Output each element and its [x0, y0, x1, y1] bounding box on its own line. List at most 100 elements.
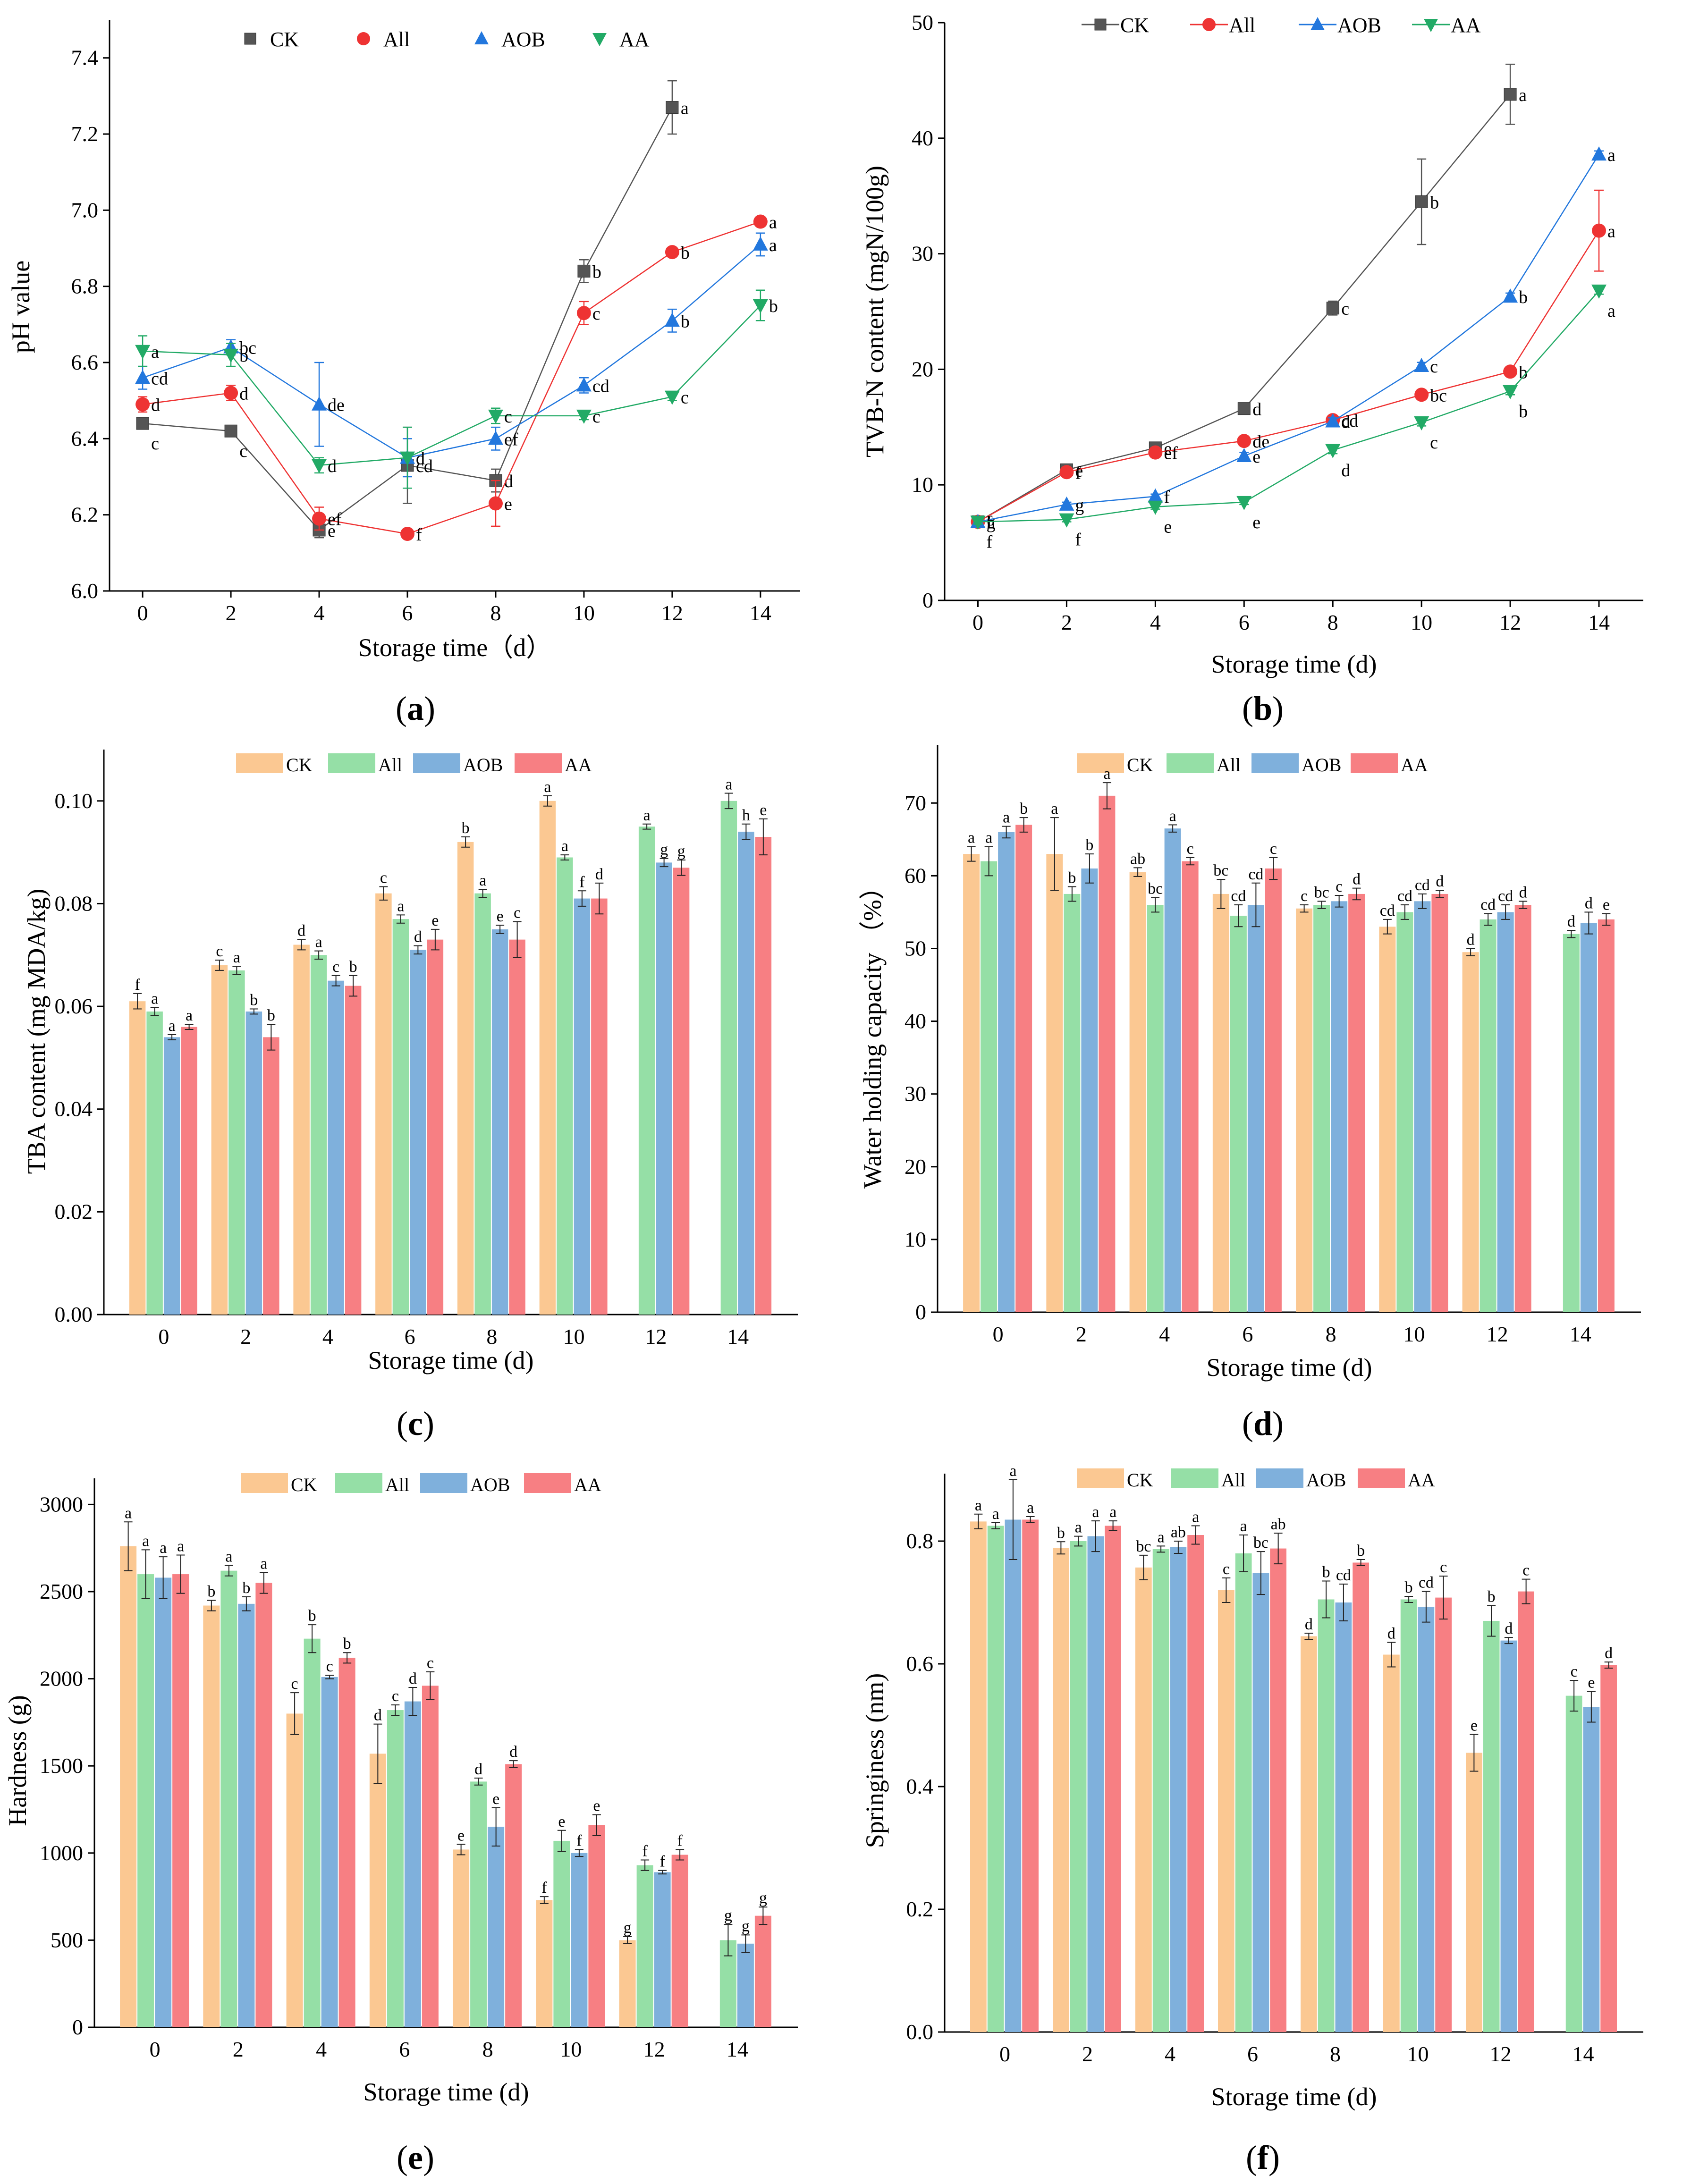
significance-letter: a: [1003, 809, 1010, 826]
significance-letter: cd: [592, 376, 609, 396]
significance-letter: a: [975, 1497, 982, 1514]
bar: [1296, 908, 1313, 1312]
y-tick-label: 0.10: [55, 789, 93, 813]
significance-letter: d: [297, 922, 305, 940]
significance-letter: f: [1075, 463, 1081, 483]
significance-letter: c: [514, 904, 521, 922]
panel-label-a: (a): [396, 690, 435, 727]
significance-letter: b: [349, 958, 357, 976]
series-line: [142, 244, 761, 458]
legend-swatch: [420, 1473, 467, 1493]
data-point: [576, 377, 592, 392]
x-tick-label: 8: [486, 1324, 497, 1349]
significance-letter: f: [579, 873, 585, 891]
x-tick-label: 12: [661, 601, 683, 625]
significance-letter: d: [595, 866, 603, 883]
significance-letter: b: [343, 1635, 351, 1653]
bar: [571, 1853, 588, 2027]
data-point: [576, 306, 591, 320]
data-point: [1503, 288, 1518, 303]
x-axis-title: Storage time (d): [364, 2078, 529, 2106]
legend-marker: [1202, 18, 1216, 31]
significance-letter: h: [742, 807, 750, 824]
bar: [720, 801, 737, 1315]
data-point: [1504, 88, 1517, 101]
significance-letter: a: [233, 949, 240, 966]
significance-letter: e: [457, 1827, 465, 1844]
y-tick-label: 0.0: [906, 2020, 934, 2044]
bar: [238, 1603, 255, 2027]
bar: [671, 1855, 688, 2027]
x-tick-label: 10: [560, 2037, 582, 2061]
bar: [457, 842, 474, 1315]
legend-label: CK: [1120, 14, 1149, 37]
x-tick-label: 12: [645, 1324, 667, 1349]
legend-swatch: [241, 1473, 288, 1493]
legend-marker: [244, 33, 256, 45]
significance-letter: g: [677, 843, 685, 860]
series-line: [143, 305, 761, 466]
data-point: [1237, 434, 1251, 448]
bar: [211, 965, 228, 1315]
bar: [505, 1764, 522, 2027]
significance-letter: e: [1471, 1717, 1478, 1735]
bar: [1431, 894, 1448, 1312]
bar: [488, 1827, 505, 2027]
legend-swatch: [1171, 1468, 1218, 1488]
significance-letter: a: [992, 1505, 999, 1523]
significance-letter: f: [677, 1832, 683, 1849]
significance-letter: c: [1571, 1663, 1578, 1680]
series-aa: a bd dc ccb: [135, 289, 778, 489]
legend-label: AA: [565, 754, 592, 776]
bar: [338, 1658, 355, 2027]
y-axis-title: Hardness (g): [3, 1695, 32, 1826]
significance-letter: b: [239, 346, 248, 366]
bar: [636, 1865, 653, 2027]
bar: [1235, 1553, 1252, 2032]
data-point: [1237, 402, 1251, 415]
significance-letter: a: [1103, 765, 1110, 783]
significance-letter: d: [509, 1743, 517, 1761]
x-tick-label: 2: [240, 1324, 251, 1349]
significance-letter: a: [1607, 301, 1615, 321]
significance-letter: ef: [504, 430, 518, 449]
x-tick-label: 8: [482, 2037, 493, 2061]
legend-label: AA: [1451, 14, 1481, 37]
significance-letter: b: [1085, 836, 1093, 854]
x-tick-label: 4: [322, 1324, 333, 1349]
data-point: [1148, 488, 1163, 503]
bar: [181, 1027, 197, 1315]
chart-panel-e: Storage time (d) Hardness (g) 0 500 1000 1500…: [0, 1459, 846, 2182]
bar: [638, 826, 655, 1315]
x-tick-label: 12: [643, 2037, 665, 2061]
x-tick-label: 4: [1165, 2042, 1175, 2066]
legend-label: AA: [1401, 754, 1428, 776]
significance-letter: cd: [1498, 887, 1513, 905]
significance-letter: c: [291, 1675, 298, 1693]
significance-letter: f: [659, 1853, 665, 1871]
significance-letter: b: [207, 1583, 215, 1600]
x-tick-label: 0: [150, 2037, 161, 2061]
significance-letter: b: [242, 1579, 250, 1597]
significance-letter: e: [1164, 517, 1172, 537]
bar: [1435, 1597, 1452, 2032]
significance-letter: g: [724, 1907, 732, 1924]
data-point: [1148, 500, 1163, 515]
x-axis-title: Storage time (d): [1207, 1353, 1372, 1382]
bar: [220, 1570, 237, 2027]
significance-letter: c: [332, 958, 339, 976]
bar: [963, 854, 980, 1312]
significance-letter: d: [374, 1707, 382, 1724]
bar: [1081, 868, 1098, 1312]
x-tick-label: 4: [316, 2037, 327, 2061]
bar: [1497, 912, 1514, 1312]
y-tick-label: 6.0: [71, 579, 99, 603]
significance-letter: b: [592, 262, 601, 282]
x-tick-label: 14: [727, 2037, 748, 2061]
panel-label-b: (b): [1242, 690, 1284, 727]
bar: [509, 939, 525, 1315]
significance-letter: c: [326, 1658, 333, 1675]
legend-label: AA: [1408, 1469, 1435, 1491]
